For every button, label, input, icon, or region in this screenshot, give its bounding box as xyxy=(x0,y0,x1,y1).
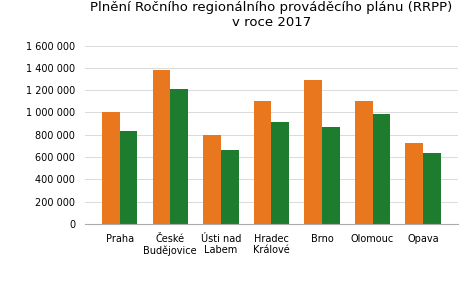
Bar xyxy=(423,153,441,224)
Title: Plnění Ročního regionálního prováděcího plánu (RRPP)
v roce 2017: Plnění Ročního regionálního prováděcího … xyxy=(90,1,453,29)
Bar xyxy=(253,101,271,224)
Bar xyxy=(221,150,238,224)
Bar xyxy=(322,127,340,224)
Bar xyxy=(271,123,289,224)
Bar xyxy=(203,135,221,224)
Bar xyxy=(304,80,322,224)
Bar xyxy=(355,101,372,224)
Bar xyxy=(405,143,423,224)
Bar xyxy=(170,89,188,224)
Bar xyxy=(152,70,170,224)
Bar xyxy=(102,113,119,224)
Bar xyxy=(372,114,390,224)
Bar xyxy=(119,131,137,224)
